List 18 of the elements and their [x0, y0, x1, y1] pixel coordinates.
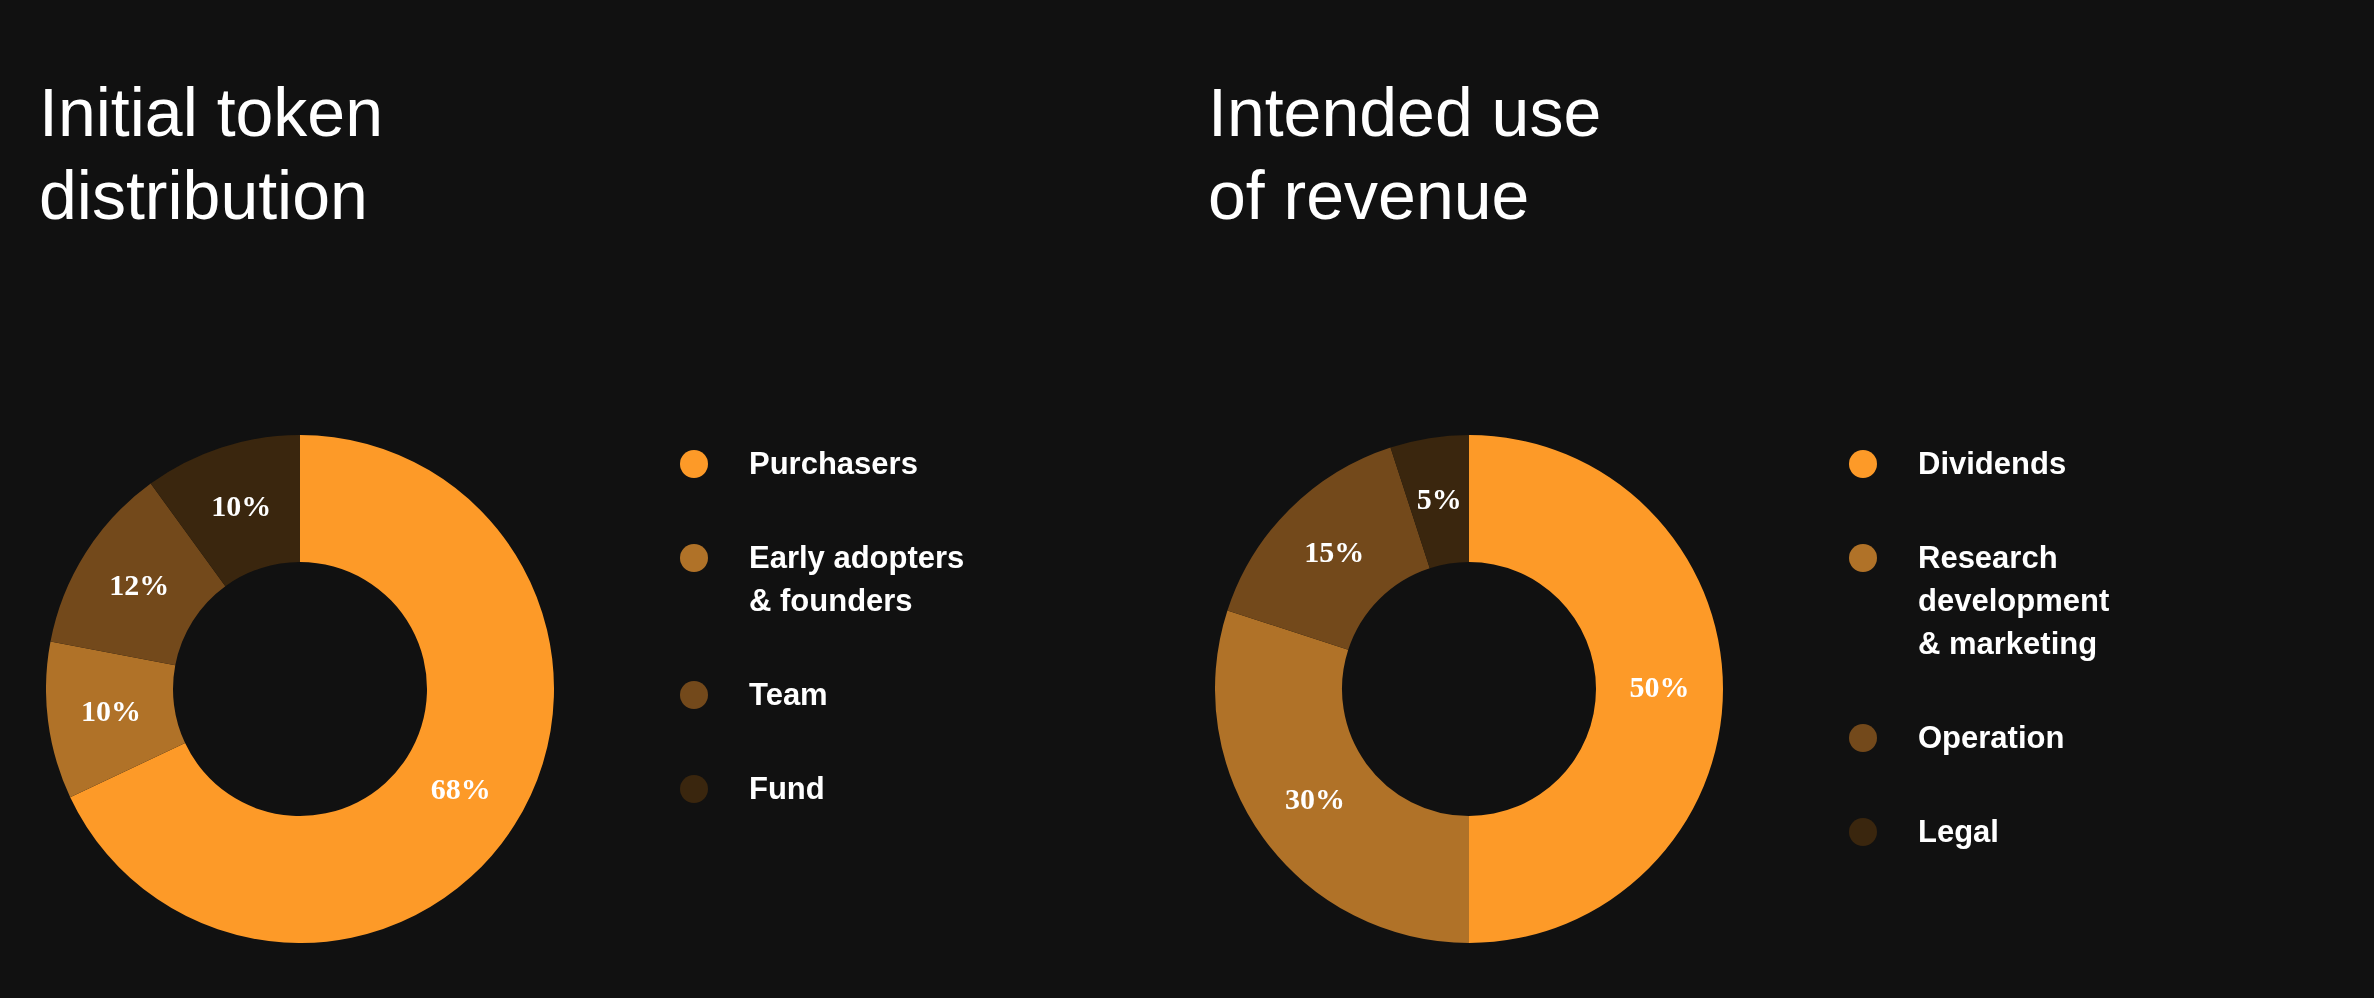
data-label: 12% [109, 567, 170, 601]
legend-label: Team [749, 676, 828, 714]
data-label: 30% [1284, 781, 1345, 815]
data-label: 10% [81, 693, 141, 727]
legend-label: Purchasers [749, 445, 918, 483]
data-label: 15% [1304, 535, 1365, 569]
chart-title: Initial token distribution [39, 73, 384, 235]
legend-label: Legal [1918, 813, 1999, 851]
data-label: 10% [211, 488, 272, 522]
legend-label: Operation [1918, 719, 2065, 757]
legend-label: Early adopters & founders [749, 539, 966, 620]
legend-label: Research development & marketing [1918, 539, 2111, 663]
chart-title: Intended use of revenue [1208, 73, 1603, 235]
data-label: 68% [430, 771, 491, 805]
data-label: 50% [1629, 669, 1690, 703]
data-label: 5% [1416, 481, 1462, 515]
legend-label: Fund [749, 770, 825, 808]
legend-label: Dividends [1918, 445, 2067, 483]
